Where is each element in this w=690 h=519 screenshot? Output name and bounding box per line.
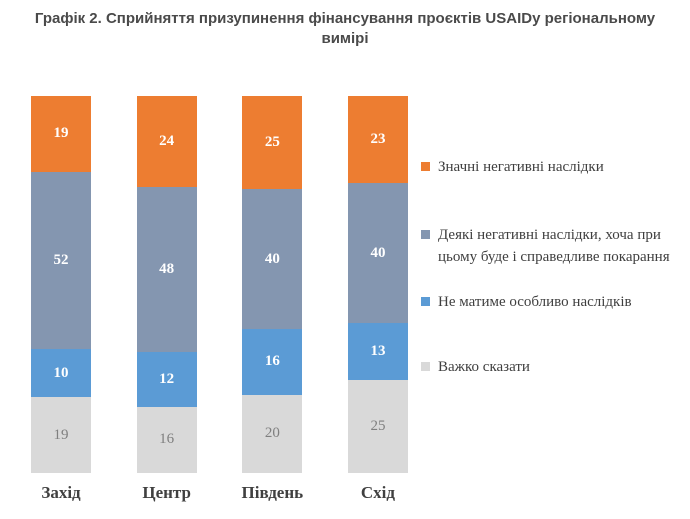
legend-item: Не матиме особливо наслідків [421,291,687,313]
bar-segment-value: 19 [53,426,69,443]
legend-label: Деякі негативні наслідки, хоча при цьому… [438,227,670,265]
bar-segment: 19 [31,397,91,473]
bar-segment: 16 [136,406,197,473]
legend-swatch [421,162,430,171]
legend-swatch [421,230,430,239]
legend-item: Значні негативні наслідки [421,156,687,178]
bar-segment-value: 16 [264,353,280,370]
bar-segment: 19 [31,96,91,172]
bar-column: 23 40 13 25 Схід [347,96,408,506]
bar-segment: 25 [347,379,408,473]
stacked-bar: 23 40 13 25 [347,96,408,473]
bar-segment: 12 [136,352,197,407]
bar-segment: 16 [242,328,303,395]
bar-segment-value: 23 [370,131,386,148]
bar-segment: 48 [136,187,197,353]
bar-segment-value: 40 [370,244,386,261]
bar-segment: 20 [242,394,303,473]
bar-segment: 40 [347,183,408,323]
bar-segment-value: 52 [53,252,69,269]
bar-segment-value: 12 [159,371,175,387]
bar-segment: 13 [347,322,408,380]
bar-segment-value: 48 [159,261,175,278]
legend-label: Важко сказати [438,359,530,375]
legend-label: Не матиме особливо наслідків [438,294,632,310]
bar-segment-value: 13 [370,342,386,359]
bar-column: 25 40 16 20 Південь [241,96,304,506]
bar-segment-value: 25 [264,134,280,151]
bar-segment: 10 [31,349,91,398]
bar-segment: 25 [242,96,303,190]
stacked-bar: 24 48 12 16 [136,96,197,473]
bar-segment: 52 [31,171,91,350]
legend-item: Деякі негативні наслідки, хоча при цьому… [421,224,687,268]
stacked-bar: 19 52 10 19 [31,96,91,473]
legend: Значні негативні наслідки Деякі негативн… [421,0,687,519]
bar-column: 19 52 10 19 Захід [31,96,91,506]
bar-segment-value: 20 [264,425,280,442]
legend-item: Важко сказати [421,356,687,378]
bar-segment-value: 24 [159,133,175,150]
chart-title: Графік 2. Сприйняття призупинення фінанс… [34,10,656,47]
legend-swatch [421,362,430,371]
chart: 19 52 10 19 Захід 24 48 12 16 Центр 25 40 16 20 Півден… [31,96,408,506]
stacked-bar: 25 40 16 20 [242,96,303,473]
bar-segment-value: 16 [159,431,175,448]
bar-segment-value: 25 [370,417,386,434]
x-axis-label: Південь [241,483,304,502]
legend-label: Значні негативні наслідки [438,159,604,175]
bar-segment-value: 10 [53,364,69,381]
x-axis-label: Захід [41,483,81,502]
bar-column: 24 48 12 16 Центр [136,96,197,506]
bar-segment-value: 19 [53,125,69,142]
x-axis-label: Схід [360,483,396,502]
x-axis-label: Центр [142,483,191,502]
bar-segment-value: 40 [264,250,280,267]
bar-segment: 23 [347,96,408,184]
bar-segment: 40 [242,189,303,329]
bar-segment: 24 [136,96,197,188]
legend-swatch [421,297,430,306]
